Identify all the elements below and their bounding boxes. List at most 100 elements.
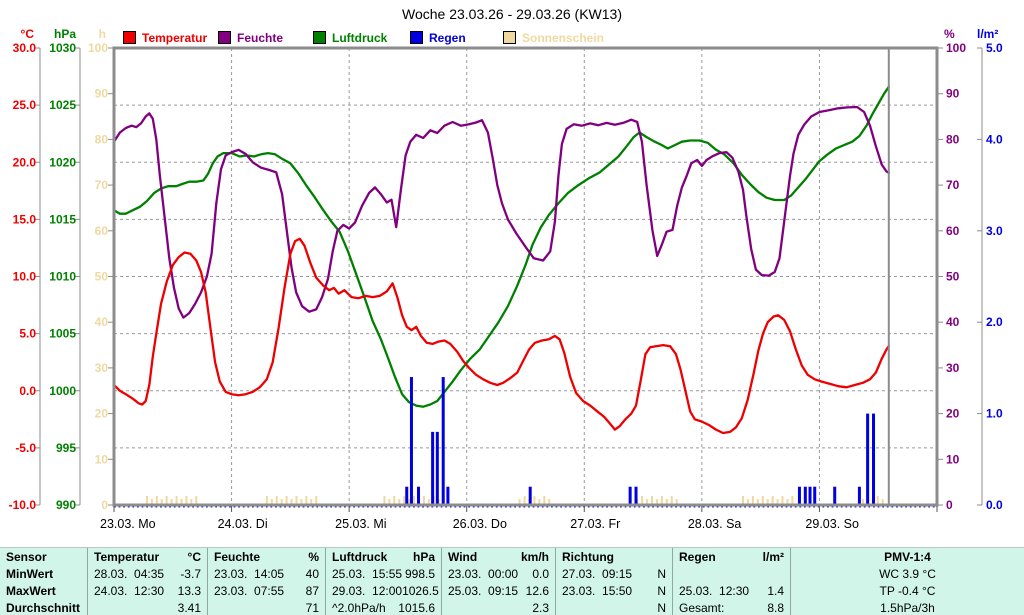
stats-col-feuchte: Feuchte% 23.03. 14:05 40 23.03. 07:55 87 7… bbox=[207, 548, 325, 615]
col-header: Luftdruck bbox=[332, 550, 388, 564]
svg-text:%: % bbox=[944, 27, 955, 41]
max-date: 24.03. 12:30 bbox=[94, 584, 165, 598]
col-unit: % bbox=[308, 550, 319, 564]
col-unit: °C bbox=[187, 550, 201, 564]
stats-col-regen: Regen l/m² 25.03. 12:30 1.4 Gesamt: 8.8 bbox=[672, 548, 790, 615]
min-date: 23.03. 00:00 bbox=[448, 567, 519, 581]
legend-label: Luftdruck bbox=[332, 30, 388, 45]
stats-col-luftdruck: Luftdruck hPa 25.03. 15:55 998.5 29.03. 12… bbox=[325, 548, 441, 615]
svg-text:1005: 1005 bbox=[49, 327, 76, 341]
max-value: 12.6 bbox=[525, 584, 549, 598]
max-date: 23.03. 15:50 bbox=[562, 584, 633, 598]
legend-item-luftdruck: Luftdruck bbox=[313, 30, 388, 45]
min-date: 25.03. 15:55 bbox=[332, 567, 403, 581]
avg-value: N bbox=[657, 601, 666, 615]
svg-text:30: 30 bbox=[95, 361, 109, 375]
avg-value: 71 bbox=[305, 601, 319, 615]
svg-text:5.0: 5.0 bbox=[986, 41, 1003, 55]
row-label-minwert: MinWert bbox=[6, 567, 54, 581]
svg-text:50: 50 bbox=[946, 270, 960, 284]
svg-text:80: 80 bbox=[946, 132, 960, 146]
legend-item-temperatur: Temperatur bbox=[123, 31, 207, 45]
avg-value: 2.3 bbox=[532, 601, 549, 615]
col-header: Richtung bbox=[562, 550, 614, 564]
svg-text:0: 0 bbox=[101, 498, 108, 512]
max-value: N bbox=[657, 584, 666, 598]
max-value: 1.4 bbox=[767, 584, 784, 598]
svg-text:90: 90 bbox=[95, 87, 109, 101]
stats-col-richtung: Richtung 27.03. 09:15 N 23.03. 15:50 N N bbox=[555, 548, 672, 615]
avg-value: 1015.6 bbox=[398, 601, 435, 615]
row-label-maxwert: MaxWert bbox=[6, 584, 56, 598]
svg-text:60: 60 bbox=[946, 224, 960, 238]
stats-row-labels: Sensor MinWert MaxWert Durchschnitt bbox=[0, 548, 87, 615]
svg-text:20: 20 bbox=[95, 407, 109, 421]
row-label-durchschnitt: Durchschnitt bbox=[6, 601, 81, 615]
min-value: 0.0 bbox=[532, 567, 549, 581]
col-unit: km/h bbox=[520, 550, 549, 564]
svg-text:30: 30 bbox=[946, 361, 960, 375]
avg-label: ^2.0hPa/h bbox=[332, 601, 386, 615]
svg-text:28.03. Sa: 28.03. Sa bbox=[688, 517, 742, 531]
svg-text:30.0: 30.0 bbox=[13, 41, 37, 55]
svg-text:-10.0: -10.0 bbox=[9, 498, 37, 512]
svg-text:15.0: 15.0 bbox=[13, 212, 37, 226]
col-header: Temperatur bbox=[94, 550, 160, 564]
svg-text:60: 60 bbox=[95, 224, 109, 238]
svg-text:80: 80 bbox=[95, 132, 109, 146]
col-unit: hPa bbox=[412, 550, 435, 564]
svg-text:1010: 1010 bbox=[49, 270, 76, 284]
svg-text:990: 990 bbox=[56, 498, 76, 512]
svg-text:27.03. Fr: 27.03. Fr bbox=[570, 517, 620, 531]
max-value: 13.3 bbox=[177, 584, 201, 598]
stats-col-wind: Wind km/h 23.03. 00:00 0.0 25.03. 09:15 12.… bbox=[441, 548, 555, 615]
svg-text:100: 100 bbox=[946, 41, 966, 55]
svg-text:1025: 1025 bbox=[49, 98, 76, 112]
pmv-title: PMV-1:4 bbox=[884, 550, 931, 564]
avg-value: 3.41 bbox=[177, 601, 201, 615]
svg-text:1.0: 1.0 bbox=[986, 407, 1003, 421]
min-value: N bbox=[657, 567, 666, 581]
max-value: 87 bbox=[305, 584, 319, 598]
svg-text:26.03. Do: 26.03. Do bbox=[453, 517, 507, 531]
chart-canvas: 30.025.020.015.010.05.00.0-5.0-10.0°C103… bbox=[9, 27, 1003, 531]
svg-text:995: 995 bbox=[56, 441, 76, 455]
min-value: 998.5 bbox=[404, 567, 435, 581]
svg-text:°C: °C bbox=[21, 27, 35, 41]
page-title: Woche 23.03.26 - 29.03.26 (KW13) bbox=[402, 6, 622, 22]
svg-text:1000: 1000 bbox=[49, 384, 76, 398]
svg-text:h: h bbox=[99, 27, 106, 41]
feuchte-swatch-icon bbox=[218, 31, 231, 44]
svg-text:4.0: 4.0 bbox=[986, 132, 1003, 146]
legend-label: Sonnenschein bbox=[522, 30, 605, 45]
svg-text:25.0: 25.0 bbox=[13, 98, 37, 112]
pmv-taupunkt: TP -0.4 °C bbox=[879, 584, 936, 598]
svg-text:20: 20 bbox=[946, 407, 960, 421]
svg-text:10.0: 10.0 bbox=[13, 270, 37, 284]
col-header: Feuchte bbox=[214, 550, 261, 564]
svg-text:hPa: hPa bbox=[54, 27, 76, 41]
svg-text:23.03. Mo: 23.03. Mo bbox=[100, 517, 156, 531]
svg-text:40: 40 bbox=[946, 315, 960, 329]
max-date: 25.03. 12:30 bbox=[679, 584, 750, 598]
temperatur-swatch-icon bbox=[123, 31, 136, 44]
max-date: 29.03. 12:00 bbox=[332, 584, 403, 598]
svg-text:70: 70 bbox=[95, 178, 109, 192]
stats-table: Sensor MinWert MaxWert Durchschnitt Temp… bbox=[0, 547, 1024, 615]
svg-text:40: 40 bbox=[95, 315, 109, 329]
svg-text:1020: 1020 bbox=[49, 155, 76, 169]
svg-text:24.03. Di: 24.03. Di bbox=[218, 517, 268, 531]
stats-col-pmv: PMV-1:4 WC 3.9 °C TP -0.4 °C 1.5hPa/3h bbox=[790, 548, 1024, 615]
svg-text:0.0: 0.0 bbox=[19, 384, 36, 398]
sonnenschein-swatch-icon bbox=[503, 31, 516, 44]
svg-text:20.0: 20.0 bbox=[13, 155, 37, 169]
svg-text:3.0: 3.0 bbox=[986, 224, 1003, 238]
col-unit: l/m² bbox=[762, 550, 784, 564]
stats-col-temperatur: Temperatur °C 28.03. 04:35 -3.7 24.03. 12:… bbox=[87, 548, 207, 615]
svg-text:0: 0 bbox=[946, 498, 953, 512]
svg-text:10: 10 bbox=[946, 452, 960, 466]
svg-text:90: 90 bbox=[946, 87, 960, 101]
svg-text:29.03. So: 29.03. So bbox=[805, 517, 859, 531]
legend-label: Regen bbox=[429, 30, 466, 45]
svg-text:l/m²: l/m² bbox=[977, 27, 998, 41]
